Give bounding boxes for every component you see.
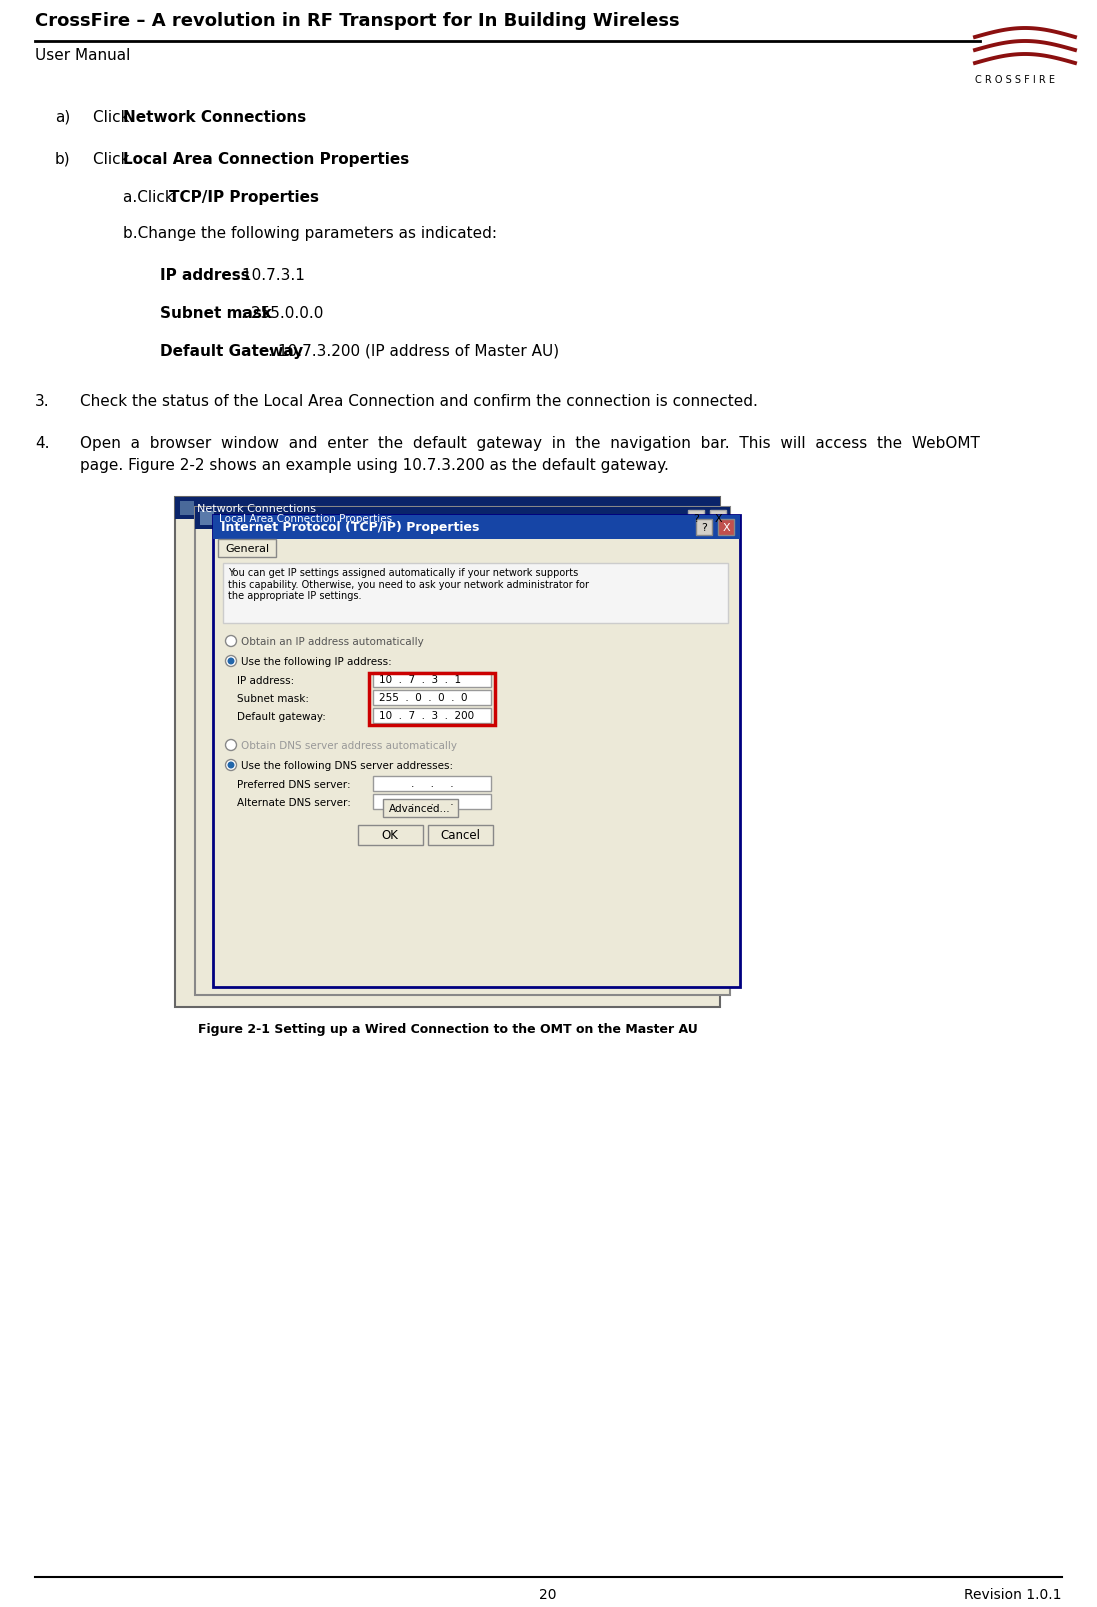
Text: Cancel: Cancel xyxy=(440,829,480,842)
Text: Revision 1.0.1: Revision 1.0.1 xyxy=(964,1588,1062,1601)
FancyBboxPatch shape xyxy=(710,511,726,527)
Text: b.Change the following parameters as indicated:: b.Change the following parameters as ind… xyxy=(123,227,497,241)
Text: 3.: 3. xyxy=(35,394,49,408)
Text: Default Gateway: Default Gateway xyxy=(160,344,303,358)
Text: : 10.7.3.1: : 10.7.3.1 xyxy=(231,268,305,283)
Text: Default gateway:: Default gateway: xyxy=(237,712,326,722)
Circle shape xyxy=(226,636,237,648)
Text: Local Area Connection Properties: Local Area Connection Properties xyxy=(123,153,409,167)
FancyBboxPatch shape xyxy=(719,519,734,535)
Text: Open  a  browser  window  and  enter  the  default  gateway  in  the  navigation: Open a browser window and enter the defa… xyxy=(80,435,980,450)
Text: 255  .  0  .  0  .  0: 255 . 0 . 0 . 0 xyxy=(378,693,467,702)
Circle shape xyxy=(228,659,234,664)
FancyBboxPatch shape xyxy=(373,794,491,810)
Text: Obtain DNS server address automatically: Obtain DNS server address automatically xyxy=(241,741,457,750)
Text: Alternate DNS server:: Alternate DNS server: xyxy=(237,797,351,807)
FancyBboxPatch shape xyxy=(358,826,423,845)
FancyBboxPatch shape xyxy=(213,516,740,987)
FancyBboxPatch shape xyxy=(695,519,712,535)
Text: ?: ? xyxy=(693,514,699,524)
Text: a): a) xyxy=(55,109,70,125)
Text: IP address:: IP address: xyxy=(237,675,294,686)
FancyBboxPatch shape xyxy=(180,501,194,516)
Text: : 10.7.3.200 (IP address of Master AU): : 10.7.3.200 (IP address of Master AU) xyxy=(268,344,559,358)
Text: Internet Protocol (TCP/IP) Properties: Internet Protocol (TCP/IP) Properties xyxy=(220,521,479,534)
Text: Local Area Connection Properties: Local Area Connection Properties xyxy=(219,514,392,524)
Text: .     .     .: . . . xyxy=(410,797,453,807)
Text: X: X xyxy=(722,522,730,532)
FancyBboxPatch shape xyxy=(195,508,730,995)
Text: 20: 20 xyxy=(540,1588,557,1601)
FancyBboxPatch shape xyxy=(213,516,740,540)
Circle shape xyxy=(226,741,237,750)
Text: 4.: 4. xyxy=(35,435,49,450)
Text: page. Figure 2-2 shows an example using 10.7.3.200 as the default gateway.: page. Figure 2-2 shows an example using … xyxy=(80,458,669,472)
FancyBboxPatch shape xyxy=(195,508,730,530)
Text: Click: Click xyxy=(93,109,134,125)
FancyBboxPatch shape xyxy=(176,498,720,1008)
Text: OK: OK xyxy=(382,829,398,842)
Text: TCP/IP Properties: TCP/IP Properties xyxy=(169,190,319,204)
FancyBboxPatch shape xyxy=(373,776,491,792)
Text: Preferred DNS server:: Preferred DNS server: xyxy=(237,779,351,789)
FancyBboxPatch shape xyxy=(373,709,491,723)
FancyBboxPatch shape xyxy=(373,691,491,705)
Text: X: X xyxy=(714,514,722,524)
Text: .     .     .: . . . xyxy=(410,778,453,789)
Text: Subnet mask:: Subnet mask: xyxy=(237,694,309,704)
Text: Use the following IP address:: Use the following IP address: xyxy=(241,657,392,667)
Text: Check the status of the Local Area Connection and confirm the connection is conn: Check the status of the Local Area Conne… xyxy=(80,394,758,408)
Text: b): b) xyxy=(55,153,70,167)
FancyBboxPatch shape xyxy=(373,673,491,688)
FancyBboxPatch shape xyxy=(200,511,214,525)
Text: C R O S S F I R E: C R O S S F I R E xyxy=(975,76,1055,85)
Text: Network Connections: Network Connections xyxy=(123,109,306,125)
Text: Network Connections: Network Connections xyxy=(197,503,316,514)
Text: IP address: IP address xyxy=(160,268,250,283)
Text: Advanced...: Advanced... xyxy=(389,804,451,813)
Text: a.Click: a.Click xyxy=(123,190,179,204)
Text: Figure 2-1 Setting up a Wired Connection to the OMT on the Master AU: Figure 2-1 Setting up a Wired Connection… xyxy=(197,1022,698,1035)
Text: Use the following DNS server addresses:: Use the following DNS server addresses: xyxy=(241,760,453,770)
Circle shape xyxy=(226,656,237,667)
FancyBboxPatch shape xyxy=(176,498,720,519)
Text: General: General xyxy=(225,543,269,554)
FancyBboxPatch shape xyxy=(223,564,728,624)
Text: Subnet mask: Subnet mask xyxy=(160,305,272,321)
FancyBboxPatch shape xyxy=(428,826,493,845)
FancyBboxPatch shape xyxy=(383,800,459,818)
Text: CrossFire – A revolution in RF Transport for In Building Wireless: CrossFire – A revolution in RF Transport… xyxy=(35,11,680,31)
FancyBboxPatch shape xyxy=(218,540,276,558)
Text: User Manual: User Manual xyxy=(35,48,131,63)
Circle shape xyxy=(228,763,234,768)
Text: ?: ? xyxy=(701,522,706,532)
Text: Obtain an IP address automatically: Obtain an IP address automatically xyxy=(241,636,423,646)
Text: : 255.0.0.0: : 255.0.0.0 xyxy=(241,305,324,321)
Circle shape xyxy=(226,760,237,771)
FancyBboxPatch shape xyxy=(688,511,704,527)
Text: 10  .  7  .  3  .  1: 10 . 7 . 3 . 1 xyxy=(378,675,461,685)
Text: You can get IP settings assigned automatically if your network supports
this cap: You can get IP settings assigned automat… xyxy=(228,567,589,601)
Text: Click: Click xyxy=(93,153,134,167)
Text: 10  .  7  .  3  .  200: 10 . 7 . 3 . 200 xyxy=(378,710,474,720)
